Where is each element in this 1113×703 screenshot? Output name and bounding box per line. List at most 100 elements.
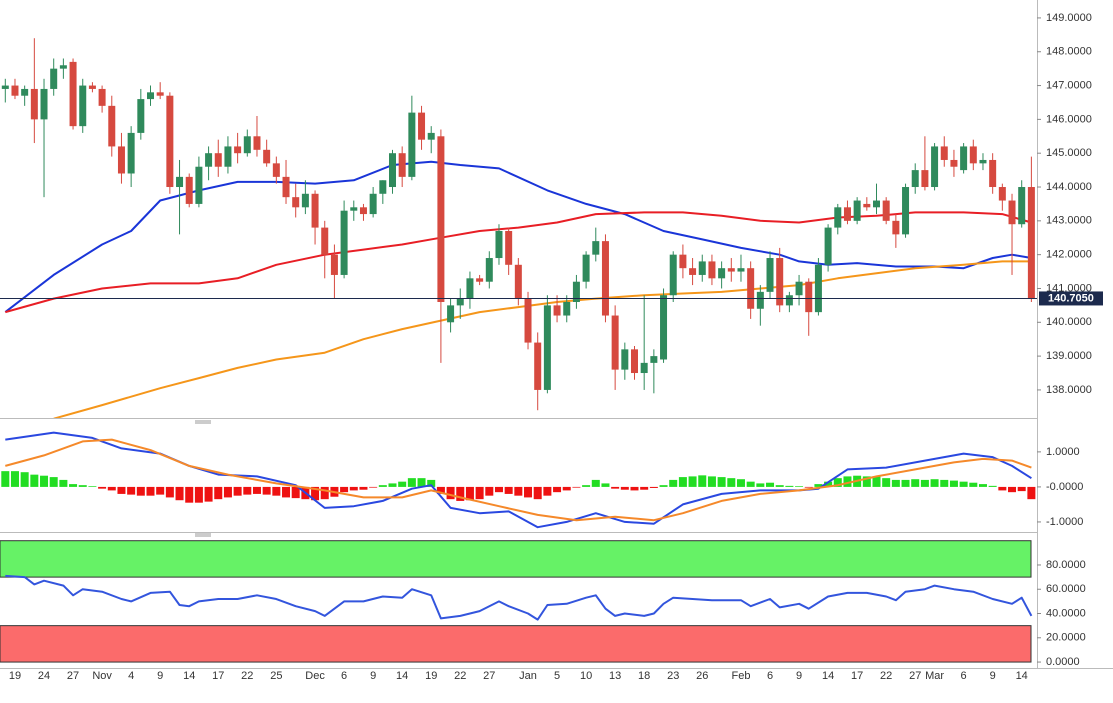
histogram-bar xyxy=(20,472,29,487)
histogram-bar xyxy=(736,479,745,487)
histogram-bar xyxy=(349,486,358,491)
histogram-bar xyxy=(582,485,591,487)
panel xyxy=(1,431,1036,529)
x-tick-label: 19 xyxy=(425,670,437,682)
histogram-bar xyxy=(98,486,107,489)
histogram-bar xyxy=(669,479,678,487)
x-tick-label: 9 xyxy=(370,670,376,682)
candle-body xyxy=(998,187,1006,201)
histogram-bar xyxy=(485,486,494,496)
candle-body xyxy=(698,261,706,275)
candle-body xyxy=(524,298,532,343)
candle-body xyxy=(466,278,474,299)
histogram-bar xyxy=(117,486,126,494)
histogram-bar xyxy=(88,486,97,487)
candle-body xyxy=(408,112,416,177)
y-tick-label: 40.0000 xyxy=(1046,607,1086,619)
candle-body xyxy=(931,146,939,188)
histogram-bar xyxy=(1008,486,1017,493)
histogram-bar xyxy=(417,478,426,487)
histogram-bar xyxy=(204,486,213,502)
histogram-bar xyxy=(872,476,881,487)
histogram-bar xyxy=(969,482,978,487)
y-tick-label: -0.0000 xyxy=(1046,481,1083,493)
x-tick-label: 10 xyxy=(580,670,592,682)
candle-body xyxy=(785,295,793,306)
y-tick-label: 60.0000 xyxy=(1046,583,1086,595)
histogram-bar xyxy=(252,486,261,494)
candle-body xyxy=(979,159,987,164)
histogram-bar xyxy=(766,482,775,487)
x-tick-label: 26 xyxy=(696,670,708,682)
candle-body xyxy=(592,241,600,255)
candle-body xyxy=(989,159,997,188)
histogram-bar xyxy=(30,474,39,487)
y-tick-label: 141.0000 xyxy=(1046,282,1092,294)
histogram-bar xyxy=(659,485,668,487)
panel-grip xyxy=(195,420,211,537)
candle-body xyxy=(679,254,687,269)
y-tick-label: 148.0000 xyxy=(1046,46,1092,58)
histogram-bar xyxy=(494,486,503,493)
candle-body xyxy=(476,278,484,282)
histogram-bar xyxy=(282,486,291,498)
candle-body xyxy=(1018,187,1026,225)
candle-body xyxy=(243,136,251,154)
histogram-bar xyxy=(127,486,136,495)
y-tick-label: 80.0000 xyxy=(1046,559,1086,571)
candle-body xyxy=(40,88,48,120)
candle-body xyxy=(940,146,948,160)
candle-body xyxy=(960,146,968,171)
candle-body xyxy=(369,193,377,215)
histogram-bar xyxy=(407,478,416,487)
candle-body xyxy=(640,362,648,374)
candle-body xyxy=(205,153,213,167)
candle-body xyxy=(340,210,348,275)
x-tick-label: 24 xyxy=(38,670,50,682)
zone xyxy=(0,540,1032,578)
candle-body xyxy=(321,227,329,255)
candle-body xyxy=(505,230,513,265)
histogram-bar xyxy=(727,478,736,487)
histogram-bar xyxy=(1027,486,1036,500)
histogram-bar xyxy=(194,486,203,503)
histogram-bar xyxy=(988,485,997,487)
candle-body xyxy=(69,61,77,127)
histogram-bar xyxy=(949,480,958,487)
candle-body xyxy=(311,193,319,228)
histogram-bar xyxy=(233,486,242,496)
candle-body xyxy=(418,112,426,140)
histogram-bar xyxy=(398,481,407,487)
candle-body xyxy=(50,68,58,89)
histogram-bar xyxy=(543,486,552,496)
candle-body xyxy=(389,153,396,188)
histogram-bar xyxy=(920,479,929,487)
candle-body xyxy=(843,207,851,221)
candle-body xyxy=(514,264,522,299)
y-tick-label: -1.0000 xyxy=(1046,516,1083,528)
histogram-bar xyxy=(640,486,649,490)
histogram-bar xyxy=(833,478,842,487)
histogram-bar xyxy=(243,486,252,495)
histogram-bar xyxy=(824,481,833,487)
y-tick-label: 140.0000 xyxy=(1046,316,1092,328)
histogram-bar xyxy=(185,486,194,503)
candle-body xyxy=(553,305,561,316)
candle-body xyxy=(447,305,455,323)
x-tick-label: 4 xyxy=(128,670,134,682)
histogram-bar xyxy=(572,486,581,488)
histogram-bar xyxy=(524,486,533,498)
histogram-bar xyxy=(843,476,852,487)
candle-body xyxy=(495,230,503,259)
histogram-bar xyxy=(146,486,155,496)
candle-body xyxy=(611,315,619,370)
candle-body xyxy=(176,176,184,188)
x-tick-label: 14 xyxy=(396,670,408,682)
histogram-bar xyxy=(1017,486,1026,492)
histogram-bar xyxy=(378,485,387,487)
candle-body xyxy=(650,356,658,363)
candle-body xyxy=(456,298,464,306)
histogram-bar xyxy=(804,486,813,488)
candle-body xyxy=(660,295,668,360)
